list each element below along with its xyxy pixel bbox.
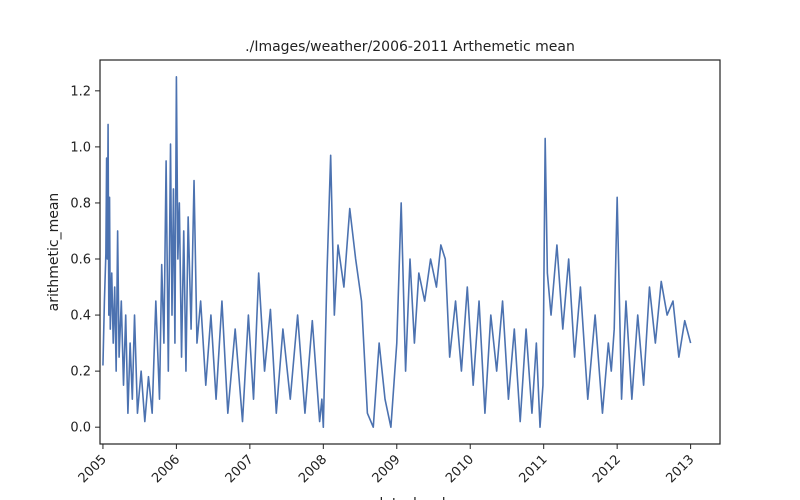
y-tick-label-0.8: 0.8 <box>70 196 91 211</box>
series-line-0 <box>102 76 692 428</box>
x-axis-label: date_local <box>374 496 445 500</box>
chart-title: ./Images/weather/2006-2011 Arthemetic me… <box>245 39 575 55</box>
y-tick-label-0.4: 0.4 <box>70 309 91 324</box>
y-tick-label-0.6: 0.6 <box>70 253 91 268</box>
y-tick-label-0.2: 0.2 <box>70 365 91 380</box>
plot-layer <box>102 76 692 428</box>
y-tick-label-0.0: 0.0 <box>70 421 91 436</box>
y-tick-label-1.0: 1.0 <box>70 140 91 155</box>
y-axis: 0.0 0.2 0.4 0.6 0.8 1.0 1.2 <box>70 84 100 436</box>
y-axis-label: arithmetic_mean <box>46 193 62 312</box>
y-tick-label-1.2: 1.2 <box>70 84 91 99</box>
plot-frame <box>99 59 721 445</box>
